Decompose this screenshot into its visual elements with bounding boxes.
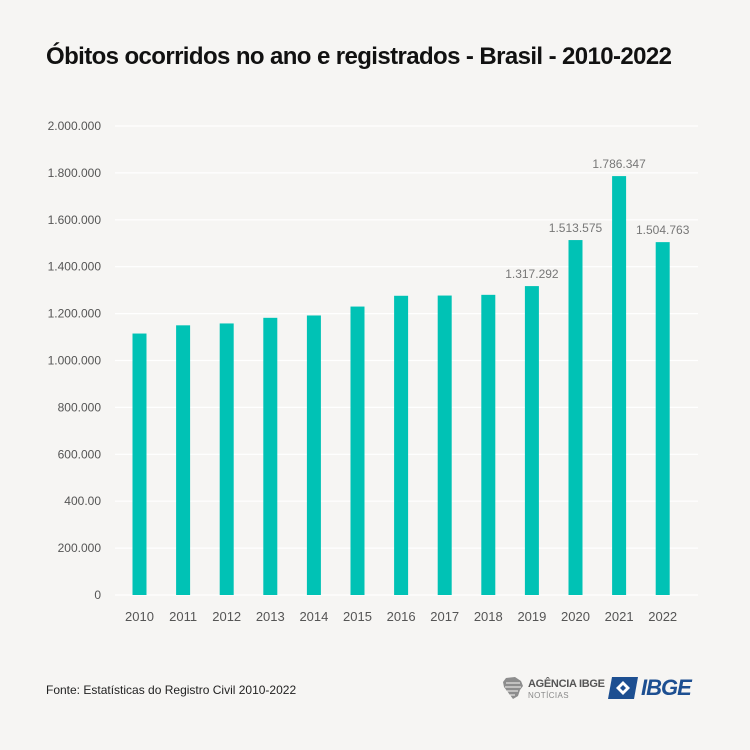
bar	[524, 286, 539, 595]
y-tick-label: 600.000	[58, 447, 102, 461]
y-tick-label: 2.000.000	[48, 119, 102, 133]
agencia-logo-name: AGÊNCIA IBGE	[528, 678, 605, 690]
agencia-ibge-logo: AGÊNCIA IBGE NOTÍCIAS	[501, 675, 605, 701]
source-note: Fonte: Estatísticas do Registro Civil 20…	[46, 683, 297, 697]
y-axis-ticks: 0 200.000 400.00 600.000 800.000 1.000.000 1.2…	[48, 119, 102, 602]
x-tick-label: 2017	[430, 609, 459, 624]
data-label: 1.504.763	[636, 223, 690, 237]
bar	[263, 317, 278, 595]
y-tick-label: 1.000.000	[48, 354, 102, 368]
x-tick-label: 2011	[169, 609, 197, 624]
bar	[350, 306, 365, 595]
y-tick-label: 400.00	[64, 494, 101, 508]
y-tick-label: 1.200.000	[48, 307, 102, 321]
ibge-mark-icon	[608, 677, 638, 699]
bar	[655, 242, 670, 596]
x-tick-label: 2018	[474, 609, 503, 624]
bar	[306, 315, 321, 595]
data-label: 1.317.292	[505, 267, 559, 281]
data-labels: 1.317.292 1.513.575 1.786.347 1.504.763	[505, 157, 690, 281]
y-tick-label: 1.400.000	[48, 260, 102, 274]
x-axis-ticks: 2010 2011 2012 2013 2014 2015 2016 2017 2018 2019…	[125, 609, 677, 624]
bar	[612, 176, 627, 595]
agencia-logo-sub: NOTÍCIAS	[528, 691, 569, 700]
brazil-map-icon	[503, 677, 523, 699]
bar	[219, 323, 234, 595]
y-tick-label: 0	[94, 588, 101, 602]
x-tick-label: 2019	[517, 609, 546, 624]
x-tick-label: 2012	[212, 609, 241, 624]
bar	[394, 295, 409, 595]
bar	[437, 295, 452, 595]
y-tick-label: 200.000	[58, 541, 102, 555]
bar	[132, 333, 147, 595]
y-tick-label: 800.000	[58, 400, 102, 414]
x-tick-label: 2014	[299, 609, 328, 624]
bar	[176, 325, 191, 595]
ibge-logo-text: IBGE	[641, 675, 692, 700]
x-tick-label: 2021	[605, 609, 634, 624]
y-tick-label: 1.600.000	[48, 213, 102, 227]
bar	[568, 240, 583, 596]
bar	[481, 294, 496, 595]
x-tick-label: 2016	[387, 609, 416, 624]
x-tick-label: 2010	[125, 609, 154, 624]
data-label: 1.513.575	[549, 221, 603, 235]
x-tick-label: 2013	[256, 609, 285, 624]
x-tick-label: 2020	[561, 609, 590, 624]
x-tick-label: 2022	[648, 609, 677, 624]
x-tick-label: 2015	[343, 609, 372, 624]
chart-title: Óbitos ocorridos no ano e registrados - …	[46, 43, 672, 70]
bars	[132, 176, 670, 596]
data-label: 1.786.347	[592, 157, 646, 171]
y-tick-label: 1.800.000	[48, 166, 102, 180]
ibge-logo: IBGE	[608, 675, 704, 700]
